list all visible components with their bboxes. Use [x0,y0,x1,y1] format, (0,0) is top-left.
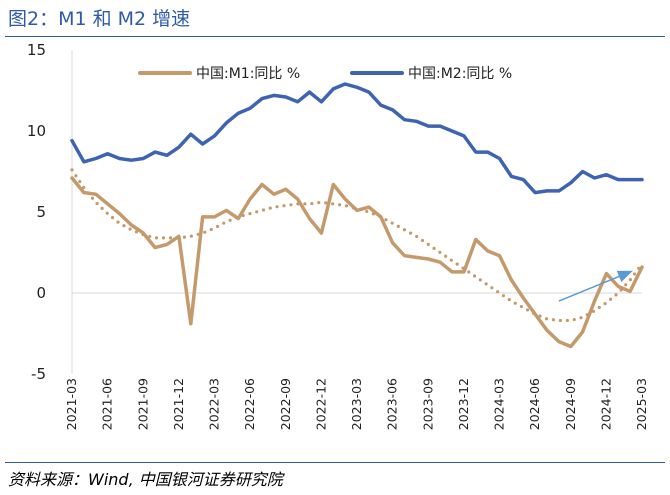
x-tick-label: 2023-06 [385,378,400,430]
y-tick-label: 10 [27,122,46,140]
x-tick-label: 2021-06 [100,378,115,430]
x-tick-label: 2024-06 [527,378,542,430]
source-note: 资料来源：Wind, 中国银河证券研究院 [8,470,283,489]
x-tick-label: 2021-03 [64,378,79,430]
x-tick-label: 2024-03 [492,378,507,430]
y-tick-label: 15 [27,41,46,59]
x-tick-label: 2025-03 [634,378,649,430]
x-tick-label: 2023-03 [349,378,364,430]
trend-arrow [558,270,633,302]
x-tick-label: 2021-12 [171,378,186,430]
annotation-layer [558,270,633,302]
x-tick-label: 2022-06 [242,378,257,430]
figure-title: 图2：M1 和 M2 增速 [8,8,191,30]
series-layer [70,82,644,349]
y-axis-ticks: -5 0 5 10 15 [27,41,46,383]
legend-m1-label: 中国:M1:同比 % [196,66,300,82]
series-m1-line [70,176,644,349]
x-tick-label: 2022-12 [313,378,328,430]
y-tick-label: 0 [36,284,46,302]
source-divider [5,462,665,463]
legend-m2-label: 中国:M2:同比 % [408,66,512,82]
legend: 中国:M1:同比 % 中国:M2:同比 % [138,66,512,82]
y-tick-label: -5 [31,365,46,383]
x-tick-label: 2024-09 [563,378,578,430]
series-m2-line [70,82,644,195]
x-tick-label: 2022-03 [207,378,222,430]
x-axis-ticks: 2021-03 2021-06 2021-09 2021-12 2022-03 2022-… [64,378,649,430]
y-tick-label: 5 [36,203,46,221]
x-tick-label: 2022-09 [278,378,293,430]
x-tick-label: 2023-12 [456,378,471,430]
series-m1-trend-line [70,168,644,323]
x-tick-label: 2024-12 [598,378,613,430]
x-tick-label: 2023-09 [420,378,435,430]
x-tick-label: 2021-09 [135,378,150,430]
title-divider [5,36,665,37]
